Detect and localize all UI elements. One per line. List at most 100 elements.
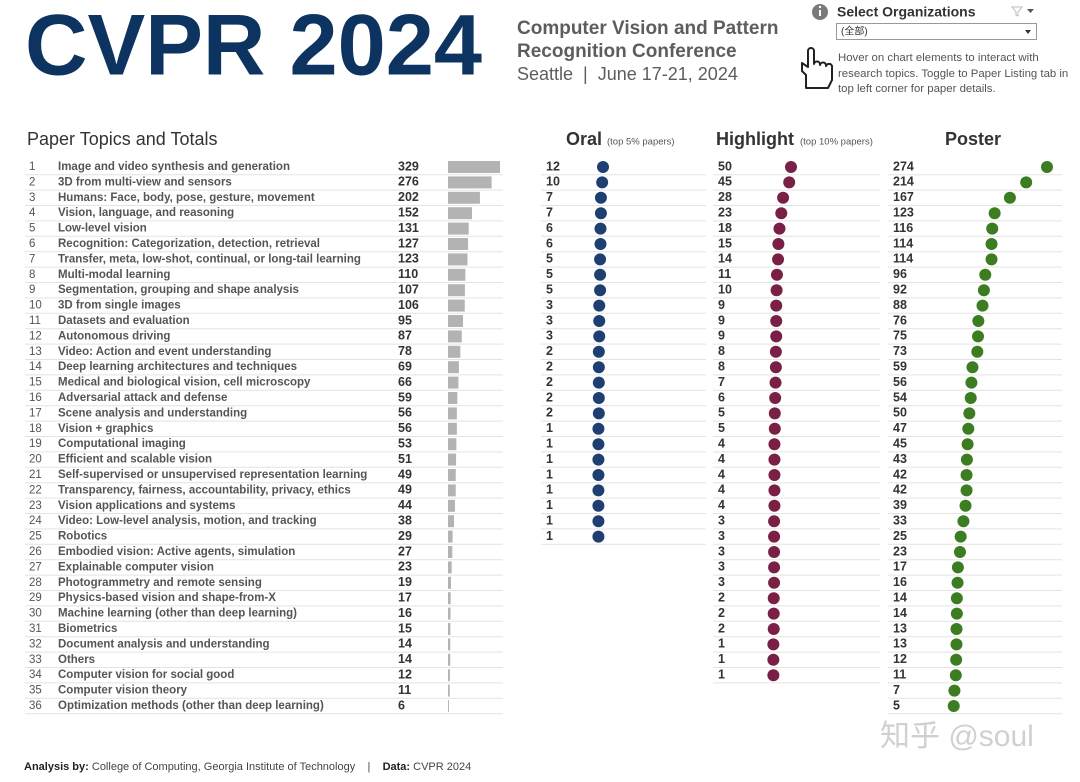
count-label: 1 xyxy=(546,529,553,543)
topic-name: Deep learning architectures and techniqu… xyxy=(58,361,297,373)
count-label: 5 xyxy=(546,267,553,281)
count-label: 11 xyxy=(718,267,731,281)
count-label: 33 xyxy=(893,513,907,527)
topic-name: Computer vision theory xyxy=(58,685,188,697)
count-dot xyxy=(597,161,609,173)
count-dot xyxy=(954,530,967,543)
count-label: 4 xyxy=(718,436,725,450)
count-dot xyxy=(592,469,605,481)
count-dot xyxy=(964,392,977,404)
count-dot xyxy=(1041,161,1053,173)
count-label: 7 xyxy=(718,375,725,389)
count-label: 3 xyxy=(546,298,553,312)
dropdown[interactable] xyxy=(836,23,1037,40)
count-label: 2 xyxy=(546,344,553,358)
rank: 4 xyxy=(29,207,36,219)
topic-total: 38 xyxy=(398,513,412,527)
count-dot xyxy=(950,638,963,651)
count-label: 88 xyxy=(893,298,907,312)
highlight-subtitle: (top 10% papers) xyxy=(800,137,873,148)
count-label: 9 xyxy=(718,313,725,327)
total-bar xyxy=(448,253,468,266)
count-label: 5 xyxy=(546,252,553,266)
topic-name: Vision, language, and reasoning xyxy=(58,207,234,219)
rank: 28 xyxy=(29,577,42,589)
count-dot xyxy=(594,253,607,266)
rank: 35 xyxy=(29,685,42,697)
topic-name: Photogrammetry and remote sensing xyxy=(58,577,262,589)
topic-name: Document analysis and understanding xyxy=(58,638,270,650)
rank: 17 xyxy=(29,407,42,419)
count-label: 4 xyxy=(718,483,725,497)
count-label: 11 xyxy=(893,667,906,681)
count-label: 39 xyxy=(893,498,907,512)
rank: 13 xyxy=(29,346,42,358)
footer-separator: | xyxy=(367,761,371,773)
count-dot xyxy=(777,191,790,204)
count-dot xyxy=(769,376,782,389)
count-label: 6 xyxy=(546,221,553,235)
total-bar xyxy=(448,176,492,189)
topic-total: 152 xyxy=(398,205,419,219)
count-label: 1 xyxy=(718,652,725,666)
topic-total: 69 xyxy=(398,359,412,373)
count-label: 14 xyxy=(893,606,907,620)
count-dot xyxy=(976,299,989,312)
count-label: 7 xyxy=(546,205,553,219)
count-label: 9 xyxy=(718,298,725,312)
topic-total: 17 xyxy=(398,590,412,604)
count-label: 76 xyxy=(893,313,907,327)
count-label: 54 xyxy=(893,390,907,404)
topic-total: 53 xyxy=(398,436,412,450)
count-label: 114 xyxy=(893,236,913,250)
total-bar xyxy=(448,191,480,204)
total-bar xyxy=(448,469,456,481)
total-bar xyxy=(448,268,466,281)
count-dot xyxy=(767,653,780,666)
count-dot xyxy=(985,253,998,266)
total-bar xyxy=(448,561,452,574)
total-bar xyxy=(448,284,465,297)
topic-total: 23 xyxy=(398,560,412,574)
count-dot xyxy=(1003,191,1016,204)
topic-total: 29 xyxy=(398,529,412,543)
count-dot xyxy=(592,530,605,543)
count-dot xyxy=(592,361,605,374)
count-dot xyxy=(985,238,998,250)
total-bar xyxy=(448,515,455,528)
total-bar xyxy=(448,376,459,389)
count-label: 23 xyxy=(893,544,907,558)
topic-name: Optimization methods (other than deep le… xyxy=(58,700,324,712)
count-label: 5 xyxy=(718,406,725,420)
topic-total: 107 xyxy=(398,282,419,296)
count-label: 56 xyxy=(893,375,907,389)
rank: 14 xyxy=(29,361,42,373)
count-dot xyxy=(769,392,782,404)
count-label: 10 xyxy=(546,175,560,189)
rank: 9 xyxy=(29,284,35,296)
total-bar xyxy=(448,345,461,358)
rank: 20 xyxy=(29,454,42,466)
count-label: 5 xyxy=(893,698,900,712)
filter-icon[interactable] xyxy=(1010,6,1024,17)
count-dot xyxy=(961,438,974,451)
topic-name: Video: Low-level analysis, motion, and t… xyxy=(58,515,317,527)
menu-arrow[interactable] xyxy=(1027,9,1034,13)
topic-name: Robotics xyxy=(58,531,107,543)
count-label: 47 xyxy=(893,421,907,435)
topic-total: 49 xyxy=(398,467,412,481)
count-dot xyxy=(962,422,975,435)
count-label: 15 xyxy=(718,236,732,250)
count-dot xyxy=(592,345,605,358)
count-dot xyxy=(594,207,607,220)
count-dot xyxy=(959,499,972,512)
footer-text: College of Computing, Georgia Institute … xyxy=(91,761,356,773)
topic-name: Transfer, meta, low-shot, continual, or … xyxy=(58,253,361,265)
count-label: 12 xyxy=(893,652,907,666)
count-dot xyxy=(592,438,605,451)
count-label: 96 xyxy=(893,267,907,281)
poster-title: Poster xyxy=(945,129,1001,149)
rank: 27 xyxy=(29,561,42,573)
count-label: 13 xyxy=(893,621,907,635)
